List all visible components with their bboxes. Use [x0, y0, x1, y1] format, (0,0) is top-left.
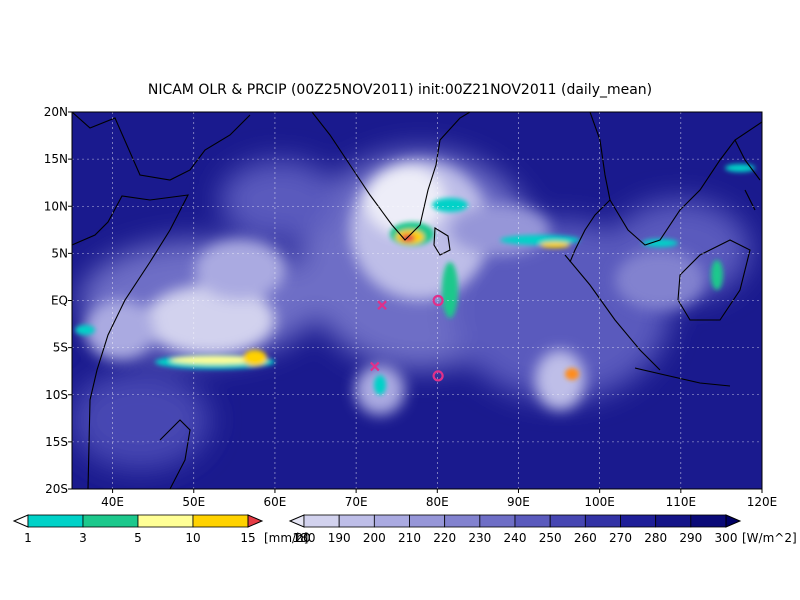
lat-label: 5S: [53, 341, 68, 355]
storm-markers: [370, 294, 444, 382]
lon-label: 50E: [182, 495, 205, 509]
olr-legend-unit: [W/m^2]: [742, 531, 797, 545]
lon-label: 40E: [101, 495, 124, 509]
olr-legend-swatch: [373, 514, 410, 528]
lat-label: 15S: [45, 435, 68, 449]
olr-legend-swatch: [690, 514, 727, 528]
olr-field: [72, 112, 762, 489]
precip-legend-label: 1: [24, 531, 32, 545]
figure-title: NICAM OLR & PRCIP (00Z25NOV2011) init:00…: [148, 82, 652, 98]
olr-legend-label: 210: [398, 531, 421, 545]
precip-legend-label: 3: [79, 531, 87, 545]
longitude-labels: 40E 50E 60E 70E 80E 90E 100E 110E 120E: [101, 489, 777, 509]
lon-label: 90E: [507, 495, 530, 509]
lat-label: 20S: [45, 482, 68, 496]
olr-legend-label: 220: [433, 531, 456, 545]
olr-legend-label: 240: [504, 531, 527, 545]
olr-legend-swatch: [549, 514, 586, 528]
lon-label: 70E: [345, 495, 368, 509]
lon-label: 100E: [584, 495, 615, 509]
lat-label: 5N: [51, 246, 68, 260]
lat-label: 10N: [44, 199, 68, 213]
olr-legend-label: 290: [679, 531, 702, 545]
x-marker: [370, 361, 380, 372]
map-gridlines: [72, 112, 762, 489]
olr-legend-label: 230: [468, 531, 491, 545]
precip-legend-swatch: [82, 514, 139, 528]
olr-legend-label: 280: [644, 531, 667, 545]
precip-legend-label: 10: [185, 531, 200, 545]
latitude-labels: 20N 15N 10N 5N EQ 5S 10S 15S 20S: [44, 105, 72, 496]
olr-legend-swatch: [303, 514, 340, 528]
circle-marker: [432, 370, 444, 382]
olr-legend-swatch: [584, 514, 621, 528]
lon-label: 110E: [666, 495, 697, 509]
precip-legend-low-arrow: [12, 514, 29, 528]
olr-legend-label: 200: [363, 531, 386, 545]
olr-legend-label: 250: [539, 531, 562, 545]
olr-legend-swatch: [620, 514, 657, 528]
lat-label: 20N: [44, 105, 68, 119]
precip-legend-label: 5: [134, 531, 142, 545]
lat-label: 10S: [45, 388, 68, 402]
olr-legend-swatch: [409, 514, 446, 528]
olr-legend-label: 300: [715, 531, 738, 545]
precip-legend-high-arrow: [247, 514, 264, 528]
coastlines: [72, 112, 762, 489]
olr-legend-swatch: [514, 514, 551, 528]
lat-label: 15N: [44, 152, 68, 166]
olr-legend-label: 180: [293, 531, 316, 545]
olr-legend-high-arrow: [725, 514, 742, 528]
olr-legend: 180 190 200 210 220 230 240 250 260 270 280 290 300 […: [288, 514, 797, 545]
olr-legend-label: 190: [328, 531, 351, 545]
olr-legend-swatch: [655, 514, 692, 528]
circle-marker: [432, 294, 444, 307]
olr-legend-label: 270: [609, 531, 632, 545]
lon-label: 60E: [264, 495, 287, 509]
olr-legend-swatch: [444, 514, 481, 528]
x-marker: [377, 300, 387, 310]
precip-legend-label: 15: [240, 531, 255, 545]
olr-legend-label: 260: [574, 531, 597, 545]
precip-legend-swatch: [192, 514, 249, 528]
precip-legend-swatch: [27, 514, 84, 528]
lon-label: 120E: [747, 495, 778, 509]
olr-legend-low-arrow: [288, 514, 305, 528]
precip-legend-label: 20: [295, 531, 310, 545]
lon-label: 80E: [426, 495, 449, 509]
precip-legend: 1 3 5 10 15 20[mm/h]: [12, 514, 311, 545]
olr-legend-swatch: [338, 514, 375, 528]
precip-legend-swatch: [137, 514, 194, 528]
olr-legend-swatch: [479, 514, 516, 528]
lat-label: EQ: [51, 294, 68, 308]
precip-legend-unit: [mm/h]: [264, 531, 308, 545]
